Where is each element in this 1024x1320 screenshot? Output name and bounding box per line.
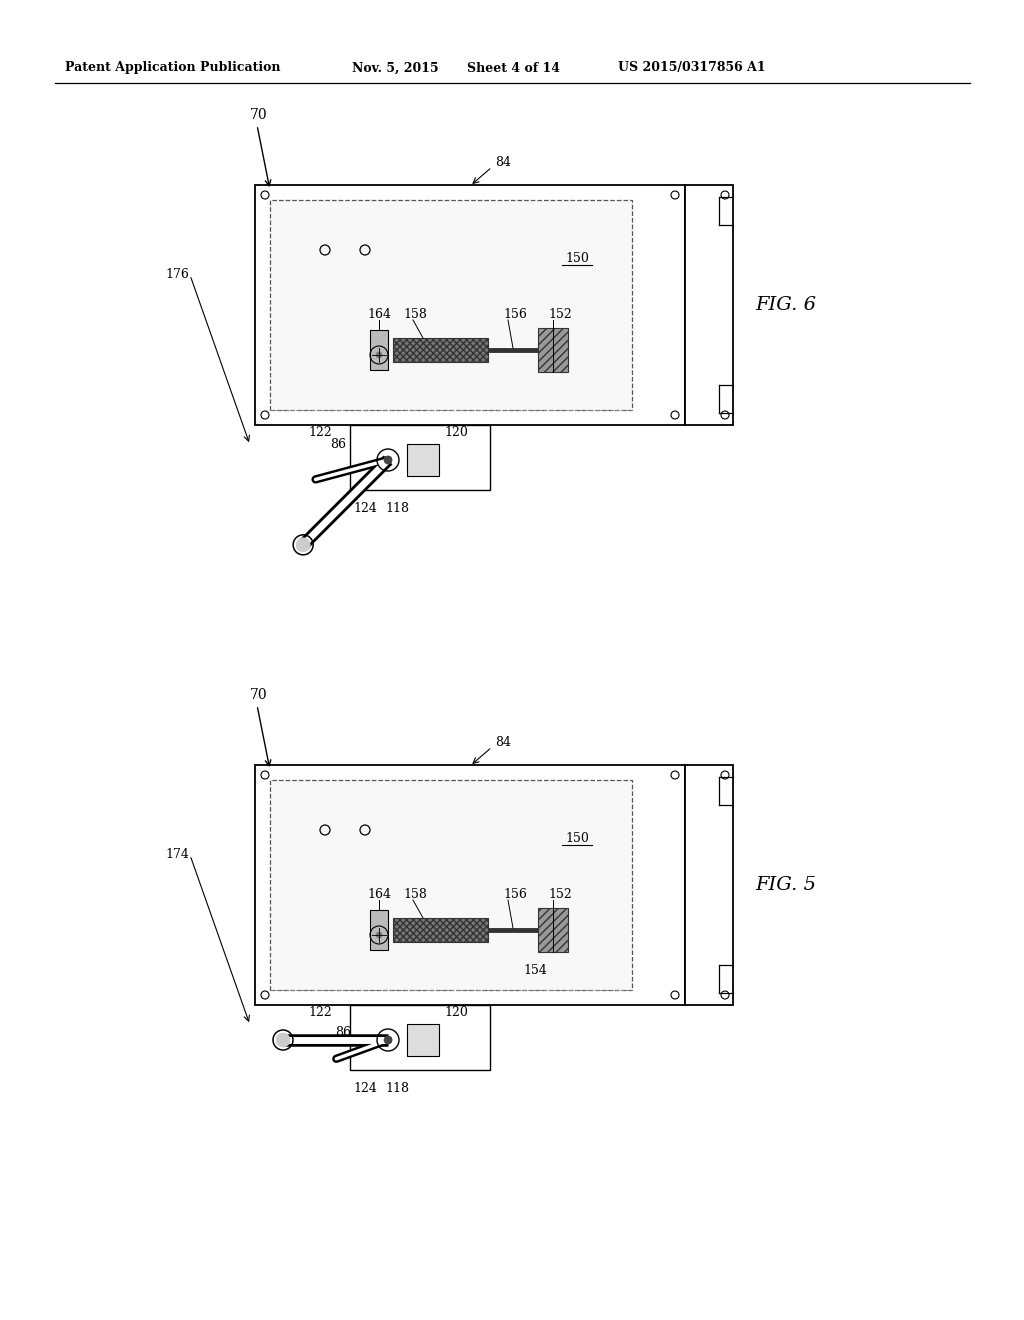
Text: 118: 118 — [385, 1081, 409, 1094]
Bar — [407, 444, 439, 477]
Text: FIG. 6: FIG. 6 — [755, 296, 816, 314]
Bar — [538, 908, 568, 952]
Bar — [350, 1005, 490, 1071]
Text: 164: 164 — [367, 888, 391, 902]
Text: 152: 152 — [548, 309, 571, 322]
Text: US 2015/0317856 A1: US 2015/0317856 A1 — [618, 62, 766, 74]
Text: FIG. 5: FIG. 5 — [755, 876, 816, 894]
Text: 158: 158 — [403, 888, 427, 902]
Text: Nov. 5, 2015: Nov. 5, 2015 — [352, 62, 438, 74]
Text: 158: 158 — [403, 309, 427, 322]
Text: 150: 150 — [565, 832, 589, 845]
Circle shape — [376, 932, 382, 939]
Text: 70: 70 — [250, 688, 267, 702]
Text: 154: 154 — [523, 964, 547, 977]
Text: 156: 156 — [503, 888, 527, 902]
Text: Sheet 4 of 14: Sheet 4 of 14 — [467, 62, 560, 74]
Bar — [393, 338, 488, 362]
Text: 150: 150 — [565, 252, 589, 264]
Bar — [538, 327, 568, 372]
Bar — [255, 185, 685, 425]
Text: 84: 84 — [495, 737, 511, 750]
Circle shape — [376, 352, 382, 358]
Bar — [393, 917, 488, 942]
Text: Patent Application Publication: Patent Application Publication — [65, 62, 281, 74]
Circle shape — [384, 455, 392, 465]
Bar — [407, 1024, 439, 1056]
Text: 124: 124 — [353, 1081, 377, 1094]
Text: 86: 86 — [335, 1027, 351, 1040]
Text: 124: 124 — [353, 502, 377, 515]
Bar — [685, 766, 733, 1005]
Text: 120: 120 — [444, 426, 468, 440]
Text: 86: 86 — [330, 438, 346, 451]
Circle shape — [384, 1036, 392, 1044]
Text: 122: 122 — [308, 1006, 332, 1019]
Text: 84: 84 — [495, 157, 511, 169]
Text: 156: 156 — [503, 309, 527, 322]
Text: 176: 176 — [165, 268, 188, 281]
Text: 152: 152 — [548, 888, 571, 902]
Text: 122: 122 — [308, 426, 332, 440]
Circle shape — [296, 537, 310, 552]
Bar — [370, 909, 388, 950]
Bar — [255, 766, 685, 1005]
Bar — [370, 330, 388, 370]
Text: 164: 164 — [367, 309, 391, 322]
Bar — [270, 780, 632, 990]
Text: 174: 174 — [165, 849, 188, 862]
Bar — [350, 425, 490, 490]
Bar — [270, 201, 632, 411]
Text: 70: 70 — [250, 108, 267, 121]
Text: 118: 118 — [385, 502, 409, 515]
Bar — [685, 185, 733, 425]
Text: 120: 120 — [444, 1006, 468, 1019]
Circle shape — [276, 1034, 290, 1047]
